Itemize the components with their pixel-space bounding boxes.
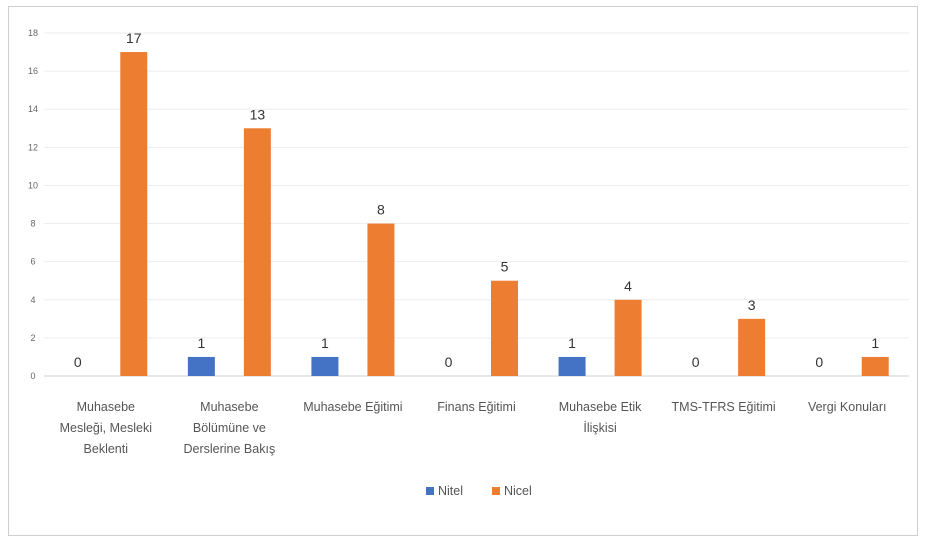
y-tick-label: 18 [28, 28, 38, 38]
legend-label-nicel: Nicel [504, 484, 532, 498]
y-tick-label: 0 [30, 371, 35, 381]
legend-swatch-nitel [426, 487, 434, 495]
chart-frame: 0 2 4 6 8 10 12 14 16 18 0 17 Muhasebe Mesleği, Mesle… [8, 6, 918, 536]
y-tick-label: 4 [30, 295, 35, 305]
data-label: 0 [692, 354, 700, 370]
x-category-label: Beklenti [84, 442, 128, 456]
x-category-label: TMS-TFRS Eğitimi [672, 400, 776, 414]
bar-nicel [491, 280, 518, 376]
data-label: 3 [748, 297, 756, 313]
y-tick-label: 14 [28, 104, 38, 114]
data-label: 0 [815, 354, 823, 370]
bar-nicel [243, 128, 271, 376]
x-category-label: Muhasebe [200, 400, 258, 414]
data-label: 1 [568, 335, 576, 351]
data-label: 0 [74, 354, 82, 370]
data-label: 4 [624, 278, 632, 294]
y-tick-label: 8 [30, 219, 35, 229]
x-category-label: Bölümüne ve [193, 421, 266, 435]
y-tick-label: 16 [28, 66, 38, 76]
x-category-label: Muhasebe [77, 400, 135, 414]
legend-label-nitel: Nitel [438, 484, 463, 498]
y-tick-label: 6 [30, 257, 35, 267]
x-category-label: Finans Eğitimi [437, 400, 516, 414]
data-label: 1 [321, 335, 329, 351]
bar-nicel [738, 318, 766, 376]
legend-swatch-nicel [492, 487, 500, 495]
x-category-label: Muhasebe Etik [559, 400, 642, 414]
bar-nicel [367, 223, 395, 376]
bar-nicel [120, 52, 148, 377]
y-tick-label: 12 [28, 142, 38, 152]
data-label: 1 [871, 335, 879, 351]
data-label: 1 [197, 335, 205, 351]
data-label: 13 [250, 106, 266, 122]
data-label: 0 [445, 354, 453, 370]
bar-nitel [187, 356, 215, 376]
bar-nicel [614, 299, 642, 376]
data-label: 8 [377, 202, 385, 218]
data-label: 5 [501, 259, 509, 275]
data-label: 17 [126, 30, 142, 46]
x-category-label: İlişkisi [583, 421, 616, 435]
bar-nicel [861, 356, 889, 376]
y-tick-label: 2 [30, 333, 35, 343]
x-category-label: Derslerine Bakış [184, 442, 276, 456]
bar-nitel [311, 356, 339, 376]
bar-nitel [558, 356, 586, 376]
y-tick-label: 10 [28, 180, 38, 190]
x-category-label: Vergi Konuları [808, 400, 887, 414]
x-category-label: Mesleği, Mesleki [60, 421, 152, 435]
x-category-label: Muhasebe Eğitimi [303, 400, 402, 414]
